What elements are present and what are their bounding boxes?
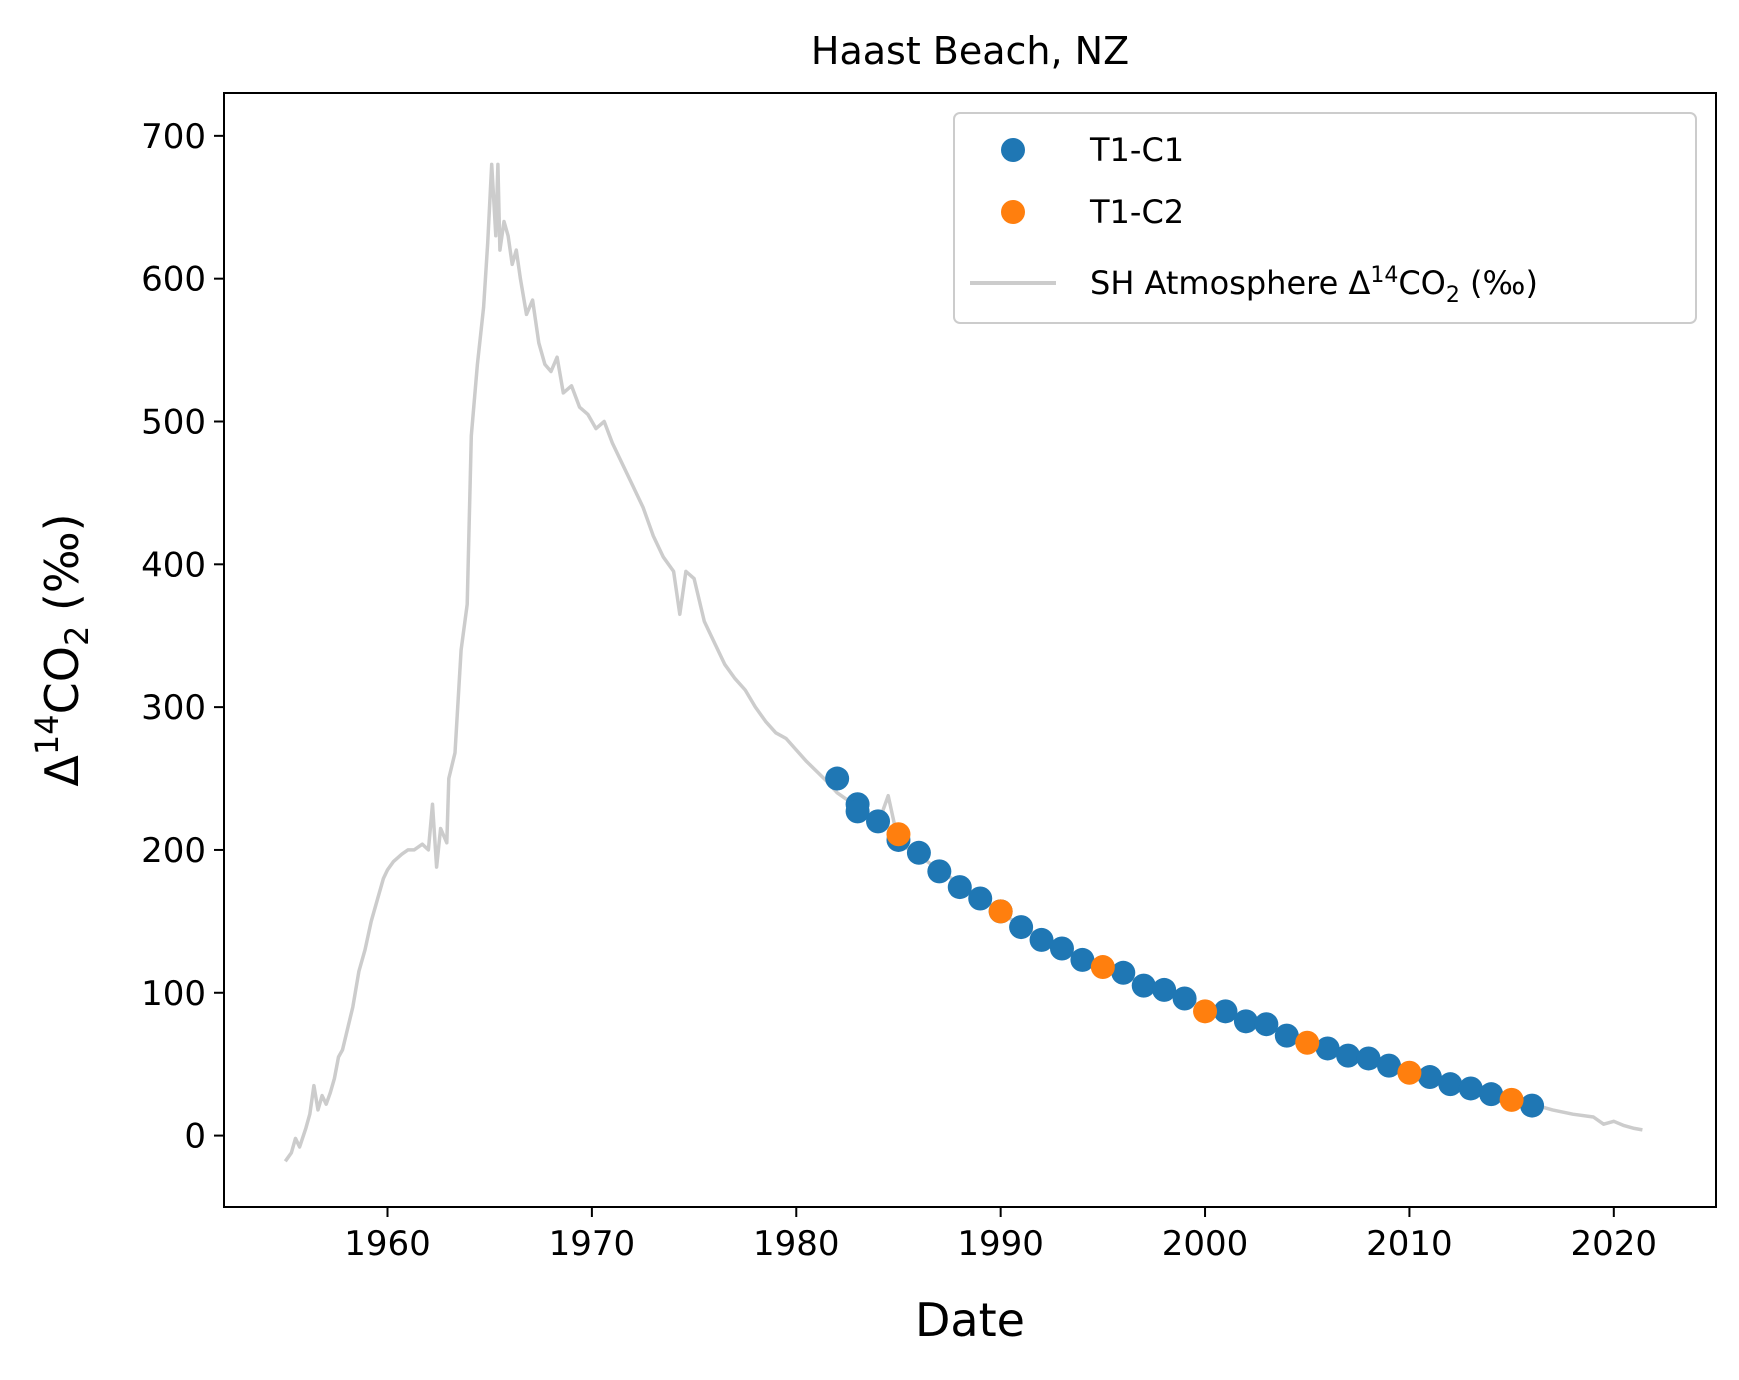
y-tick-label: 600 <box>141 260 206 300</box>
point-t1-c1 <box>1315 1036 1340 1061</box>
plot-frame <box>223 92 1717 1208</box>
x-tick-label: 1960 <box>344 1224 431 1264</box>
point-t1-c1 <box>1111 960 1136 985</box>
x-tick-label: 1970 <box>549 1224 636 1264</box>
point-t1-c1 <box>866 809 891 834</box>
plot-area <box>283 162 1643 1163</box>
point-t1-c1 <box>825 766 850 791</box>
point-t1-c2 <box>1397 1060 1422 1085</box>
point-t1-c2 <box>1090 955 1115 980</box>
axes: 1960 1970 1980 1990 2000 2010 2020 0 100 200 300 40… <box>141 117 1657 1264</box>
point-t1-c2 <box>988 899 1013 924</box>
legend: T1-C1 T1-C2 SH Atmosphere Δ14CO2 (‰) <box>953 112 1697 324</box>
x-tick-label: 1990 <box>957 1224 1044 1264</box>
point-t1-c1 <box>1029 927 1054 952</box>
x-tick-label: 1980 <box>753 1224 840 1264</box>
point-t1-c1 <box>1131 973 1156 998</box>
y-tick-label: 300 <box>141 688 206 728</box>
point-t1-c1 <box>1274 1023 1299 1048</box>
point-t1-c1 <box>845 799 870 824</box>
x-tick-label: 2020 <box>1571 1224 1658 1264</box>
legend-marker-t1-c2 <box>1001 200 1025 224</box>
legend-box <box>953 112 1697 324</box>
point-t1-c1 <box>1458 1076 1483 1101</box>
y-tick-label: 500 <box>141 402 206 442</box>
point-t1-c2 <box>1193 999 1218 1024</box>
point-t1-c1 <box>1009 915 1034 940</box>
point-t1-c1 <box>1152 977 1177 1002</box>
point-t1-c1 <box>1479 1082 1504 1107</box>
point-t1-c1 <box>1254 1012 1279 1037</box>
chart-title: Haast Beach, NZ <box>811 29 1129 73</box>
point-t1-c1 <box>968 886 993 911</box>
point-t1-c1 <box>1438 1072 1463 1097</box>
y-tick-label: 0 <box>184 1117 206 1157</box>
y-tick-label: 200 <box>141 831 206 871</box>
point-t1-c1 <box>1172 986 1197 1011</box>
x-tick-label: 2010 <box>1366 1224 1453 1264</box>
point-t1-c1 <box>1417 1065 1442 1090</box>
legend-label-t1-c2: T1-C2 <box>1089 193 1184 231</box>
point-t1-c1 <box>1049 936 1074 961</box>
y-axis-label: Δ14CO2 (‰) <box>28 513 96 786</box>
point-t1-c1 <box>1520 1093 1545 1118</box>
point-t1-c2 <box>1295 1030 1320 1055</box>
point-t1-c1 <box>906 840 931 865</box>
point-t1-c1 <box>1233 1009 1258 1034</box>
point-t1-c1 <box>1336 1043 1361 1068</box>
point-t1-c2 <box>886 822 911 847</box>
y-tick-label: 700 <box>141 117 206 157</box>
point-t1-c1 <box>1070 947 1095 972</box>
y-tick-label: 400 <box>141 545 206 585</box>
legend-marker-t1-c1 <box>1001 138 1025 162</box>
point-t1-c1 <box>1376 1053 1401 1078</box>
point-t1-c1 <box>1213 999 1238 1024</box>
point-t1-c1 <box>1356 1046 1381 1071</box>
point-t1-c2 <box>1499 1087 1524 1112</box>
legend-label-t1-c1: T1-C1 <box>1089 131 1184 169</box>
y-tick-label: 100 <box>141 974 206 1014</box>
legend-label-atmosphere: SH Atmosphere Δ14CO2 (‰) <box>1090 263 1538 308</box>
x-axis-label: Date <box>915 1293 1025 1347</box>
point-t1-c1 <box>927 859 952 884</box>
point-t1-c1 <box>947 875 972 900</box>
x-tick-label: 2000 <box>1162 1224 1249 1264</box>
